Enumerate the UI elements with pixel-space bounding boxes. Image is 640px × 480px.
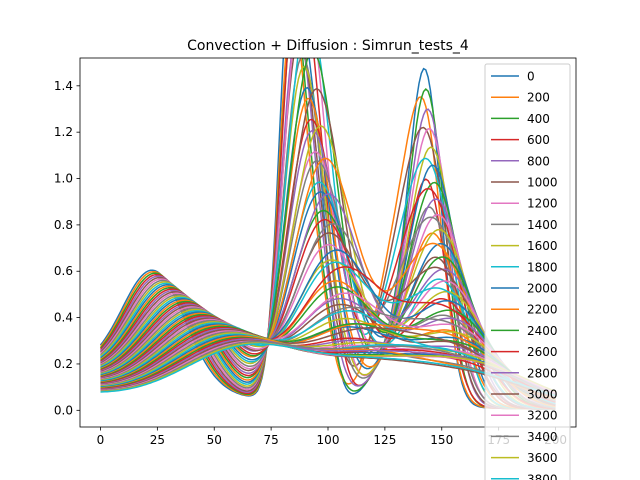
legend-box [484,63,571,480]
series-line [100,317,556,403]
series-line [100,327,556,400]
series-line [100,323,556,401]
y-axis: 0.0 0.2 0.4 0.6 0.8 1.0 1.2 1.4 [54,79,80,417]
x-tick-label: 75 [263,433,278,447]
series-line [100,337,556,398]
legend-label: 2800 [527,366,558,380]
legend-label: 2400 [527,324,558,338]
legend: 0 200 400 600 800 1000 1200 1400 1600 1800 2000 220… [484,63,571,480]
series-line [100,243,556,409]
legend-label: 800 [527,154,550,168]
series-line [100,261,556,408]
y-tick-label: 0.6 [54,264,73,278]
legend-label: 200 [527,91,550,105]
chart-title: Convection + Diffusion : Simrun_tests_4 [187,38,469,54]
legend-label: 3200 [527,409,558,423]
y-tick-label: 1.0 [54,172,73,186]
legend-label: 3600 [527,451,558,465]
y-tick-label: 0.4 [54,311,73,325]
series-line [100,266,556,407]
x-tick-label: 50 [207,433,222,447]
legend-label: 1000 [527,176,558,190]
y-tick-label: 1.4 [54,79,73,93]
legend-label: 0 [527,70,535,84]
series-line [100,330,556,399]
series-layer [99,58,556,410]
y-tick-label: 0.0 [54,403,73,417]
legend-label: 2200 [527,303,558,317]
series-line [100,249,556,407]
series-line [100,327,556,401]
legend-label: 3400 [527,430,558,444]
legend-label: 3800 [527,472,558,480]
legend-label: 2000 [527,282,558,296]
series-line [100,297,556,405]
x-tick-label: 150 [430,433,453,447]
legend-label: 1400 [527,218,558,232]
legend-label: 2600 [527,345,558,359]
series-line [100,332,556,398]
y-tick-label: 0.2 [54,357,73,371]
y-tick-label: 1.2 [54,125,73,139]
series-line [100,259,556,408]
legend-label: 1600 [527,239,558,253]
legend-label: 1800 [527,260,558,274]
legend-label: 3000 [527,388,558,402]
series-line [100,292,556,404]
x-tick-label: 25 [150,433,165,447]
legend-label: 1200 [527,197,558,211]
x-tick-label: 100 [317,433,340,447]
legend-label: 600 [527,133,550,147]
y-tick-label: 0.8 [54,218,73,232]
series-line [100,286,556,406]
series-line [100,343,556,397]
series-line [100,326,556,403]
x-tick-label: 0 [97,433,105,447]
legend-label: 400 [527,112,550,126]
x-tick-label: 125 [373,433,396,447]
